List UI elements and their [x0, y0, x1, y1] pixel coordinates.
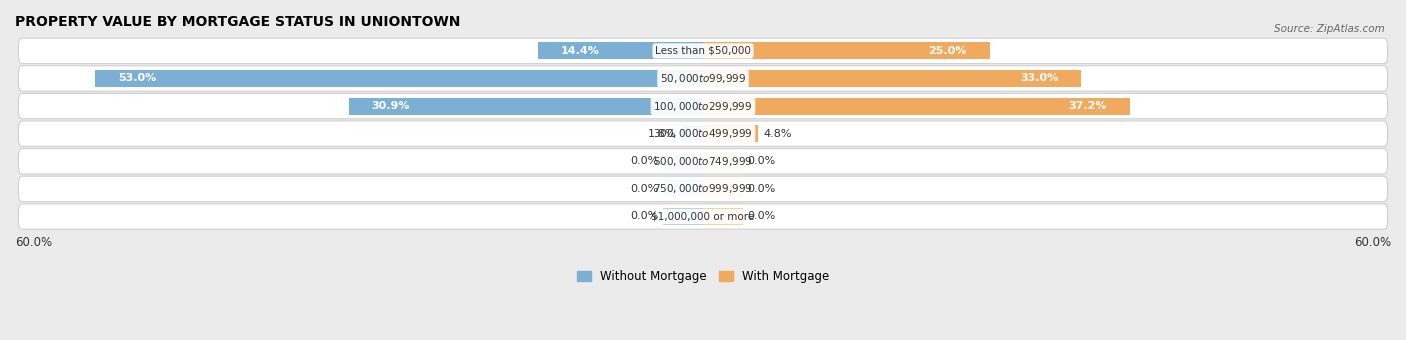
FancyBboxPatch shape: [18, 176, 1388, 202]
Text: 0.0%: 0.0%: [630, 184, 658, 194]
Text: $1,000,000 or more: $1,000,000 or more: [651, 211, 755, 221]
FancyBboxPatch shape: [18, 204, 1388, 229]
Bar: [662, 180, 703, 198]
Bar: [703, 180, 744, 198]
Text: $750,000 to $999,999: $750,000 to $999,999: [654, 182, 752, 195]
Text: 0.0%: 0.0%: [748, 211, 776, 221]
Text: 30.9%: 30.9%: [371, 101, 411, 111]
Text: $300,000 to $499,999: $300,000 to $499,999: [654, 127, 752, 140]
FancyBboxPatch shape: [18, 149, 1388, 174]
Bar: [703, 153, 744, 170]
Text: 33.0%: 33.0%: [1021, 73, 1059, 84]
Text: 0.0%: 0.0%: [748, 156, 776, 166]
Text: Less than $50,000: Less than $50,000: [655, 46, 751, 56]
Text: 1.8%: 1.8%: [648, 129, 676, 139]
Text: 60.0%: 60.0%: [1354, 236, 1391, 249]
Text: 53.0%: 53.0%: [118, 73, 156, 84]
Bar: [96, 70, 703, 87]
Legend: Without Mortgage, With Mortgage: Without Mortgage, With Mortgage: [572, 266, 834, 288]
Bar: [703, 42, 990, 60]
Bar: [538, 42, 703, 60]
Text: 60.0%: 60.0%: [15, 236, 52, 249]
Bar: [682, 125, 703, 142]
FancyBboxPatch shape: [18, 38, 1388, 64]
Text: 14.4%: 14.4%: [561, 46, 600, 56]
Bar: [703, 98, 1129, 115]
Text: Source: ZipAtlas.com: Source: ZipAtlas.com: [1274, 24, 1385, 34]
Text: PROPERTY VALUE BY MORTGAGE STATUS IN UNIONTOWN: PROPERTY VALUE BY MORTGAGE STATUS IN UNI…: [15, 15, 460, 29]
Bar: [349, 98, 703, 115]
Text: 0.0%: 0.0%: [748, 184, 776, 194]
Bar: [662, 153, 703, 170]
Bar: [703, 208, 744, 225]
Bar: [703, 125, 758, 142]
Text: 37.2%: 37.2%: [1069, 101, 1107, 111]
Text: 4.8%: 4.8%: [763, 129, 792, 139]
Bar: [662, 208, 703, 225]
Text: 25.0%: 25.0%: [928, 46, 967, 56]
FancyBboxPatch shape: [18, 121, 1388, 147]
FancyBboxPatch shape: [18, 66, 1388, 91]
Text: $50,000 to $99,999: $50,000 to $99,999: [659, 72, 747, 85]
Text: $100,000 to $299,999: $100,000 to $299,999: [654, 100, 752, 113]
Text: $500,000 to $749,999: $500,000 to $749,999: [654, 155, 752, 168]
Text: 0.0%: 0.0%: [630, 156, 658, 166]
Text: 0.0%: 0.0%: [630, 211, 658, 221]
FancyBboxPatch shape: [18, 94, 1388, 119]
Bar: [703, 70, 1081, 87]
